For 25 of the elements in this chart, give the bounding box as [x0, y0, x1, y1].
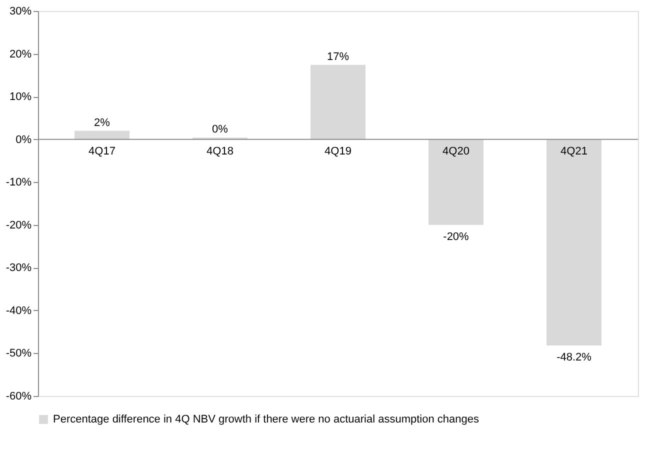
- x-tick-label: 4Q21: [560, 145, 588, 158]
- y-tick-label: 0%: [16, 134, 32, 146]
- data-label: -20%: [443, 230, 470, 243]
- x-tick-label: 4Q17: [88, 145, 116, 158]
- data-label: 0%: [212, 124, 228, 136]
- y-tick-label: 10%: [9, 91, 32, 104]
- data-label: 17%: [326, 50, 350, 63]
- bar: [310, 64, 366, 140]
- y-tick-label: 20%: [9, 48, 32, 60]
- y-tick-label: -10%: [6, 176, 32, 189]
- legend-label: Percentage difference in 4Q NBV growth if there were no actuarial assumption changes: [53, 414, 480, 426]
- data-label: 2%: [94, 116, 110, 129]
- data-label: -48.2%: [556, 352, 592, 364]
- y-tick-label: -30%: [6, 262, 32, 274]
- x-tick-label: 4Q19: [324, 145, 352, 158]
- y-tick-label: -60%: [6, 390, 32, 402]
- bar: [74, 130, 130, 140]
- x-tick-label: 4Q18: [206, 145, 234, 158]
- y-tick-label: -40%: [6, 304, 32, 317]
- bar: [546, 139, 602, 346]
- y-tick-label: -20%: [6, 219, 32, 232]
- x-tick-label: 4Q20: [442, 145, 470, 158]
- y-tick-label: -50%: [6, 348, 32, 360]
- bar: [428, 139, 484, 225]
- y-tick-label: 30%: [9, 6, 32, 18]
